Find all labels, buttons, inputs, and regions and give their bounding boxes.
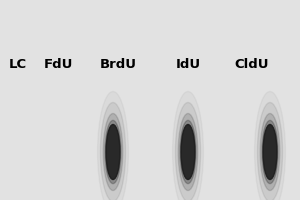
Ellipse shape — [257, 102, 283, 200]
Text: FdU: FdU — [43, 58, 73, 72]
Ellipse shape — [181, 124, 195, 180]
Ellipse shape — [106, 124, 120, 180]
Ellipse shape — [260, 114, 280, 190]
Text: IdU: IdU — [176, 58, 201, 72]
Text: BrdU: BrdU — [100, 58, 136, 72]
Ellipse shape — [262, 120, 278, 184]
Ellipse shape — [180, 120, 196, 184]
Text: LC: LC — [9, 58, 27, 72]
Ellipse shape — [103, 114, 123, 190]
Ellipse shape — [178, 114, 198, 190]
Ellipse shape — [176, 102, 201, 200]
Text: CldU: CldU — [235, 58, 269, 72]
Ellipse shape — [263, 124, 277, 180]
Ellipse shape — [105, 120, 121, 184]
Ellipse shape — [100, 102, 126, 200]
